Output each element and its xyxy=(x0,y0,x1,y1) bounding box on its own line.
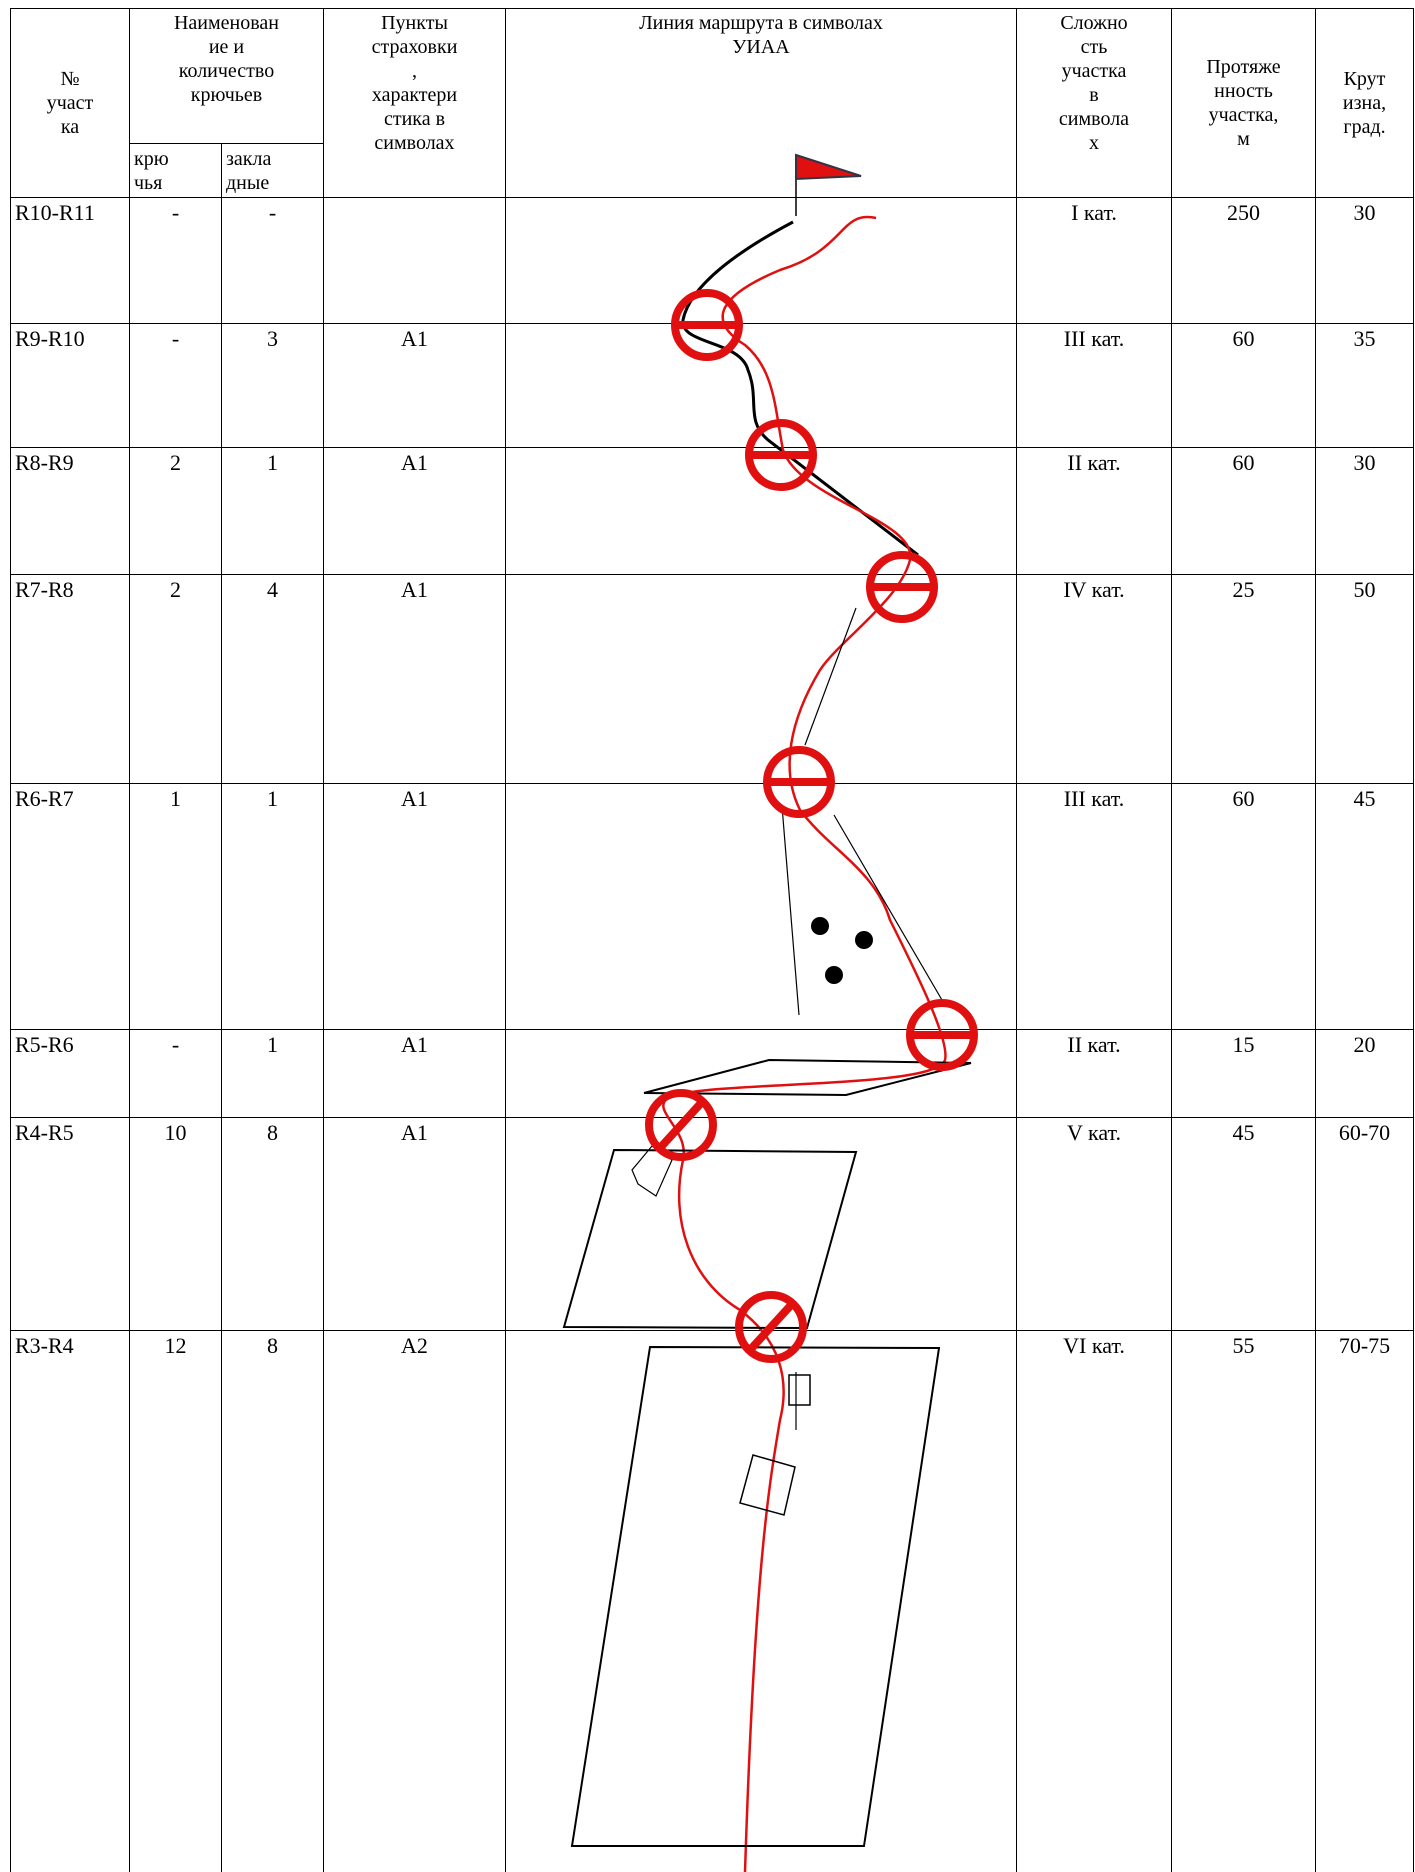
header-cell: закла дные xyxy=(222,144,324,198)
table-cell: A1 xyxy=(324,575,506,784)
route-cell xyxy=(506,448,1017,575)
table-cell: III кат. xyxy=(1017,324,1172,448)
header-cell: Пункты страховки , характери стика в сим… xyxy=(324,9,506,198)
page: {"header": {"section": "№\nучаст\nка", "… xyxy=(0,0,1415,1872)
table-cell: 10 xyxy=(130,1118,222,1331)
route-cell xyxy=(506,198,1017,324)
header-cell: Протяже нность участка, м xyxy=(1172,9,1316,198)
table-cell: R4-R5 xyxy=(11,1118,130,1331)
table-cell: 8 xyxy=(222,1118,324,1331)
header-cell: Сложно сть участка в символа х xyxy=(1017,9,1172,198)
table-cell: 12 xyxy=(130,1331,222,1872)
route-table: № участ ка Наименован ие и количество кр… xyxy=(10,8,1414,1872)
table-cell: 30 xyxy=(1316,448,1414,575)
table-cell: R9-R10 xyxy=(11,324,130,448)
route-cell xyxy=(506,1118,1017,1331)
table-cell: - xyxy=(130,1030,222,1118)
table-cell: R3-R4 xyxy=(11,1331,130,1872)
table-cell: 60 xyxy=(1172,324,1316,448)
table-cell: 50 xyxy=(1316,575,1414,784)
table-cell: - xyxy=(130,198,222,324)
table-cell: 4 xyxy=(222,575,324,784)
table-cell: II кат. xyxy=(1017,448,1172,575)
header-cell: Крут изна, град. xyxy=(1316,9,1414,198)
table-cell: 20 xyxy=(1316,1030,1414,1118)
table-cell: 15 xyxy=(1172,1030,1316,1118)
table-cell: R6-R7 xyxy=(11,784,130,1030)
route-cell xyxy=(506,1030,1017,1118)
table-cell: 45 xyxy=(1316,784,1414,1030)
table-cell: II кат. xyxy=(1017,1030,1172,1118)
table-cell: - xyxy=(222,198,324,324)
table-cell: A2 xyxy=(324,1331,506,1872)
table-cell: A1 xyxy=(324,784,506,1030)
table-cell: 55 xyxy=(1172,1331,1316,1872)
table-cell: 250 xyxy=(1172,198,1316,324)
table-cell: 1 xyxy=(130,784,222,1030)
header-cell: № участ ка xyxy=(11,9,130,198)
table-cell: 45 xyxy=(1172,1118,1316,1331)
table-cell: 8 xyxy=(222,1331,324,1872)
table-cell: IV кат. xyxy=(1017,575,1172,784)
table-cell: 1 xyxy=(222,784,324,1030)
table-cell: 70-75 xyxy=(1316,1331,1414,1872)
table-cell: 3 xyxy=(222,324,324,448)
table-cell: A1 xyxy=(324,448,506,575)
table-cell: 1 xyxy=(222,1030,324,1118)
table-cell: 30 xyxy=(1316,198,1414,324)
table-cell xyxy=(324,198,506,324)
route-cell xyxy=(506,784,1017,1030)
table-cell: R10-R11 xyxy=(11,198,130,324)
header-cell: крю чья xyxy=(130,144,222,198)
table-cell: 25 xyxy=(1172,575,1316,784)
table-cell: 60 xyxy=(1172,448,1316,575)
table-cell: 35 xyxy=(1316,324,1414,448)
table-cell: V кат. xyxy=(1017,1118,1172,1331)
table-cell: A1 xyxy=(324,324,506,448)
table-cell: I кат. xyxy=(1017,198,1172,324)
table-cell: 2 xyxy=(130,448,222,575)
table-cell: 2 xyxy=(130,575,222,784)
header-cell: Наименован ие и количество крючьев xyxy=(130,9,324,144)
route-cell xyxy=(506,324,1017,448)
table-cell: A1 xyxy=(324,1030,506,1118)
table-cell: VI кат. xyxy=(1017,1331,1172,1872)
table-cell: R5-R6 xyxy=(11,1030,130,1118)
header-cell: Линия маршрута в символах УИАА xyxy=(506,9,1017,198)
table-cell: 1 xyxy=(222,448,324,575)
table-cell: 60-70 xyxy=(1316,1118,1414,1331)
table-cell: R7-R8 xyxy=(11,575,130,784)
table-cell: III кат. xyxy=(1017,784,1172,1030)
route-cell xyxy=(506,1331,1017,1872)
table-cell: A1 xyxy=(324,1118,506,1331)
table-cell: R8-R9 xyxy=(11,448,130,575)
table-cell: - xyxy=(130,324,222,448)
route-cell xyxy=(506,575,1017,784)
table-cell: 60 xyxy=(1172,784,1316,1030)
